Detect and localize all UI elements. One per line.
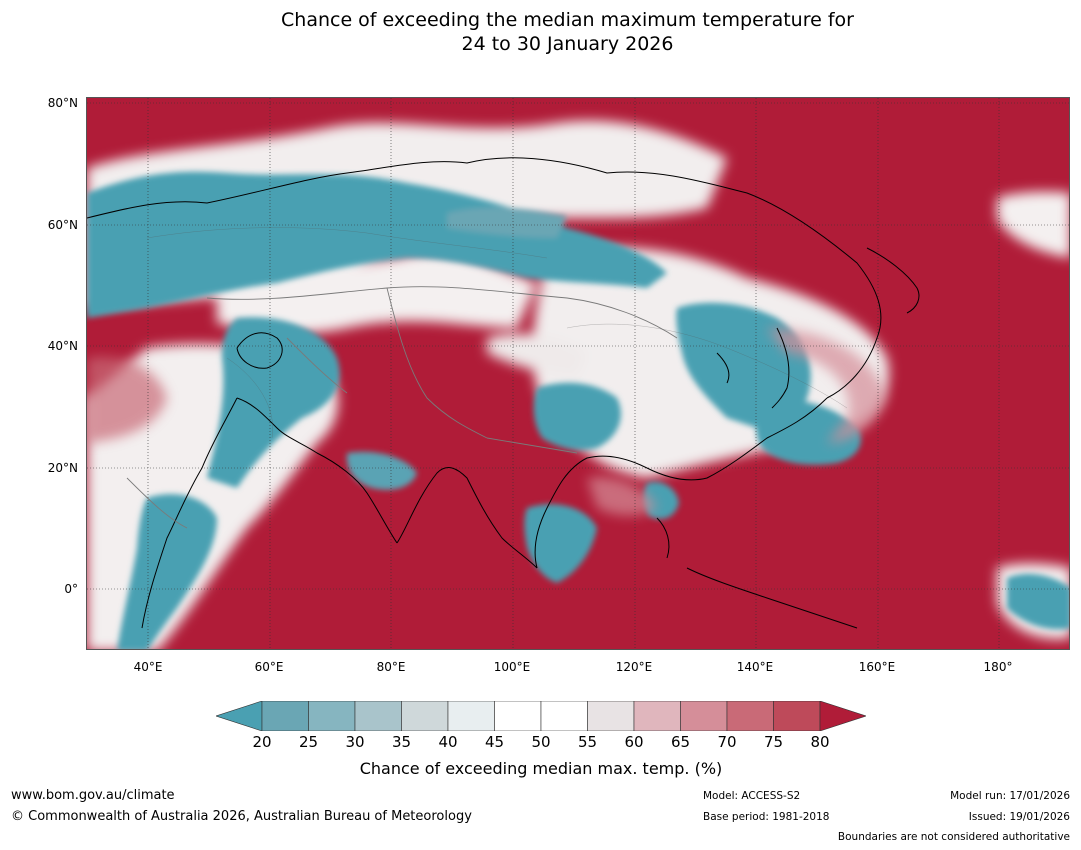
colorbar-cell: [261, 701, 309, 731]
lon-label-160e: 160°E: [858, 660, 896, 674]
lat-label-80n: 80°N: [47, 96, 78, 110]
colorbar-tick-label: 60: [624, 733, 644, 751]
colorbar-tick-label: 55: [577, 733, 598, 751]
colorbar-cell: [540, 701, 588, 731]
lat-label-60n: 60°N: [47, 218, 78, 232]
colorbar-tick-label: 40: [438, 733, 458, 751]
colorbar-cell: [401, 701, 449, 731]
colorbar-cell: [447, 701, 495, 731]
lat-label-20n: 20°N: [47, 461, 78, 475]
colorbar-cell: [773, 701, 821, 731]
contours: [146, 227, 848, 439]
map-canvas: [87, 98, 1069, 649]
forecast-map[interactable]: [86, 97, 1070, 650]
colorbar-tick-label: 20: [252, 733, 272, 751]
colorbar-cell: [726, 701, 774, 731]
lat-label-0: 0°: [64, 582, 78, 596]
lon-label-100e: 100°E: [493, 660, 531, 674]
graticule: [87, 98, 1069, 649]
footer-base-period: Base period: 1981-2018: [703, 811, 830, 823]
title-line-2: 24 to 30 January 2026: [461, 33, 674, 55]
low-probability-zones: [87, 171, 1069, 649]
colorbar-tick-label: 50: [531, 733, 551, 751]
colorbar-label: Chance of exceeding median max. temp. (%…: [359, 759, 723, 778]
map-title: Chance of exceeding the median maximum t…: [0, 8, 1081, 56]
colorbar-tick-label: 65: [670, 733, 691, 751]
colorbar-under-arrow: [216, 701, 263, 731]
footer-issued: Issued: 19/01/2026: [968, 811, 1070, 823]
lon-label-40e: 40°E: [133, 660, 163, 674]
colorbar-cells: [261, 701, 821, 731]
colorbar-tick-label: 75: [763, 733, 784, 751]
colorbar-legend: [216, 701, 866, 731]
colorbar-tick-label: 25: [298, 733, 319, 751]
footer-disclaimer: Boundaries are not considered authoritat…: [837, 831, 1070, 843]
colorbar-tick-label: 70: [717, 733, 737, 751]
footer-url[interactable]: www.bom.gov.au/climate: [11, 788, 175, 803]
colorbar-tick-label: 80: [810, 733, 830, 751]
colorbar-over-arrow: [819, 701, 866, 731]
coastlines: [87, 157, 920, 629]
footer-model-run: Model run: 17/01/2026: [950, 790, 1070, 802]
lon-label-60e: 60°E: [254, 660, 284, 674]
lat-label-40n: 40°N: [47, 339, 78, 353]
lon-label-80e: 80°E: [376, 660, 406, 674]
borders: [126, 286, 678, 529]
colorbar-cell: [587, 701, 635, 731]
title-line-1: Chance of exceeding the median maximum t…: [281, 9, 854, 31]
lon-label-180: 180°: [983, 660, 1013, 674]
colorbar-tick-label: 45: [484, 733, 505, 751]
lon-label-120e: 120°E: [615, 660, 653, 674]
footer-model: Model: ACCESS-S2: [703, 790, 801, 802]
colorbar-cell: [354, 701, 402, 731]
colorbar-cell: [494, 701, 542, 731]
colorbar-tick-label: 35: [391, 733, 412, 751]
colorbar-cell: [680, 701, 728, 731]
colorbar-tick-label: 30: [345, 733, 365, 751]
colorbar-cell: [633, 701, 681, 731]
moderate-high-zones: [87, 328, 887, 516]
footer-copyright: © Commonwealth of Australia 2026, Austra…: [11, 809, 472, 824]
colorbar-cell: [308, 701, 356, 731]
lon-label-140e: 140°E: [736, 660, 774, 674]
